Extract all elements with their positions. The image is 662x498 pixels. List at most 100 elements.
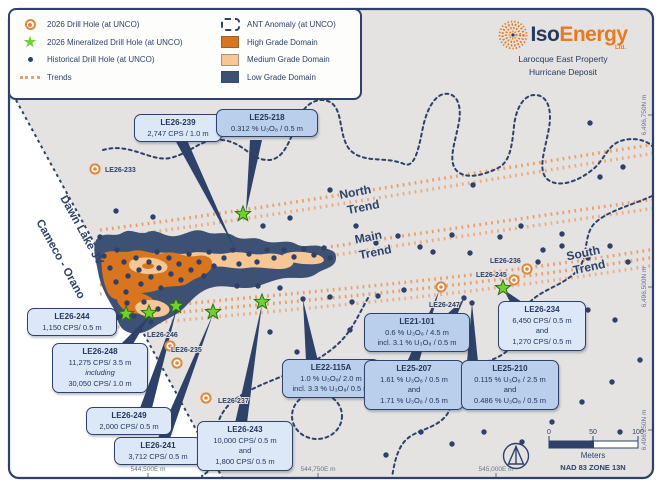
historical-drill-hole-dot [281, 247, 287, 253]
historical-drill-hole-dot [137, 327, 143, 333]
historical-dot-icon [20, 57, 40, 62]
trend-labels: North Trend Main Trend South Trend [337, 181, 608, 279]
historical-drill-hole-dot [587, 120, 593, 126]
callout-line: 1,800 CPS/ 0.5 m [215, 457, 275, 467]
callout-line: 6,450 CPS/ 0.5 m [512, 315, 572, 325]
legend-column-left: 2026 Drill Hole (at UNCO) 2026 Mineraliz… [20, 18, 220, 98]
historical-drill-hole-dot [236, 261, 242, 267]
drill-hole-2026-marker-center [168, 344, 172, 348]
historical-drill-hole-dot [597, 174, 603, 180]
drill-hole-label: LE26-245 [476, 272, 507, 279]
callout-title: LE21-101 [399, 317, 435, 326]
callout-line: including [85, 368, 115, 378]
callout-line: incl. 3.1 % U₃O₈ / 0.5 m [377, 338, 457, 348]
historical-drill-hole-dot [178, 277, 184, 283]
callout-line: 1.61 % U₃O₈ / 0.5 m [380, 374, 448, 384]
drill-hole-label: LE26-237 [218, 398, 249, 405]
historical-drill-hole-dot [97, 234, 103, 240]
northing-label-3: 6,496,250N m [641, 410, 648, 451]
callout-line: 10,000 CPS/ 0.5 m [213, 435, 277, 445]
callout-LE22-115A: LE22-115A 1.0 % U₃O₈/ 2.0 m incl. 3.3 % … [282, 359, 380, 399]
historical-drill-hole-dot [535, 259, 541, 265]
drill-hole-2026-marker-center [439, 285, 443, 289]
historical-drill-hole-dot [141, 299, 147, 305]
legend-item-medium-grade: Medium Grade Domain [220, 53, 336, 66]
drill-hole-label: LE26-233 [105, 167, 136, 174]
trend-south [99, 247, 653, 331]
legend-label: Trends [47, 72, 72, 82]
legend-item-low-grade: Low Grade Domain [220, 71, 336, 84]
scale-unit: Meters [581, 451, 605, 460]
historical-drill-hole-dot [123, 289, 129, 295]
historical-drill-hole-dot [321, 245, 327, 251]
callout-line: 1,270 CPS/ 0.5 m [512, 337, 572, 347]
drill-hole-label: LE26-235 [171, 347, 202, 354]
historical-drill-hole-dot [131, 313, 137, 319]
historical-drill-hole-dot [255, 283, 261, 289]
historical-drill-hole-dot [158, 285, 164, 291]
historical-drill-hole-dot [607, 243, 613, 249]
historical-drill-hole-dot [271, 255, 277, 261]
historical-drill-hole-dot [121, 259, 127, 265]
historical-drill-hole-dot [206, 249, 212, 255]
callout-line: 2,747 CPS / 1.0 m [147, 128, 209, 138]
callout-LE26-248: LE26-248 11,275 CPS/ 3.5 m including 30,… [52, 343, 148, 394]
easting-label-1: 544,500E m [130, 466, 165, 473]
historical-drill-hole-dot [327, 294, 333, 300]
drill-hole-2026-marker-center [93, 167, 97, 171]
historical-drill-hole-dot [150, 214, 156, 220]
trend-lines [99, 142, 653, 331]
callout-line: 0.486 % U₃O₈ / 0.5 m [473, 396, 547, 406]
historical-drill-hole-dot [497, 234, 503, 240]
historical-drill-hole-dot [148, 319, 154, 325]
callout-LE21-101: LE21-101 0.6 % U₃O₈ / 4.5 m incl. 3.1 % … [364, 313, 470, 353]
historical-drill-hole-dot [540, 247, 546, 253]
callout-title: LE26-239 [160, 118, 196, 127]
historical-drill-hole-dot [469, 300, 475, 306]
drill-holes-2026-layer: LE26-233 LE26-246 LE26-235 LE26-237 LE26-247… [89, 163, 533, 406]
historical-drill-hole-dot [124, 300, 130, 306]
historical-drill-hole-dot [277, 285, 283, 291]
callout-line: 0.6 % U₃O₈ / 4.5 m [385, 327, 449, 337]
callout-line: 3,712 CPS/ 0.5 m [128, 451, 188, 461]
callout-line: 1.71 % U₃O₈ / 0.5 m [380, 396, 448, 406]
scale-tick-100: 100 [632, 429, 644, 436]
historical-drill-hole-dot [133, 255, 139, 261]
property-name: Larocque East Property [518, 54, 608, 64]
historical-drill-hole-dot [585, 307, 591, 313]
historical-drill-hole-dot [579, 399, 585, 405]
historical-drill-hole-dot [211, 263, 217, 269]
historical-drill-hole-dot [176, 261, 182, 267]
historical-drill-hole-dot [125, 273, 131, 279]
ant-anomaly-icon [220, 18, 240, 31]
callout-title: LE22-115A [310, 363, 352, 372]
high-grade-inlier [142, 263, 154, 269]
historical-drill-hole-dot [585, 255, 591, 261]
historical-drill-hole-dot [230, 247, 236, 253]
trends-icon [20, 75, 40, 79]
callout-line: 30,050 CPS/ 1.0 m [68, 379, 132, 389]
historical-drill-hole-dot [301, 246, 307, 252]
historical-drill-hole-dot [107, 265, 113, 271]
callout-title: LE25-218 [249, 113, 285, 122]
scale-tick-0: 0 [547, 429, 551, 436]
callout-title: LE25-210 [492, 364, 528, 373]
north-arrow-icon [502, 442, 530, 470]
mineralized-star-icon [20, 35, 40, 49]
historical-drill-hole-dot [311, 252, 317, 258]
high-grade-domain [101, 250, 213, 301]
isoenergy-logo: IsoEnergy Ltd. Larocque East Property Hu… [478, 20, 648, 79]
historical-drill-hole-dot [375, 293, 381, 299]
historical-drill-hole-dot [383, 452, 389, 458]
mineralized-drill-hole-star [494, 278, 512, 296]
historical-drill-hole-dot [470, 182, 476, 188]
legend: 2026 Drill Hole (at UNCO) 2026 Mineraliz… [8, 8, 362, 100]
northing-label-1: 6,496,750N m [641, 95, 648, 136]
legend-label: High Grade Domain [247, 37, 318, 47]
historical-drill-hole-dot [291, 254, 297, 260]
historical-drill-hole-dot [294, 349, 300, 355]
historical-drill-hole-dot [201, 273, 207, 279]
historical-drill-hole-dot [347, 327, 353, 333]
callout-line: 2,000 CPS/ 0.5 m [99, 421, 159, 431]
historical-drill-hole-dot [353, 223, 359, 229]
